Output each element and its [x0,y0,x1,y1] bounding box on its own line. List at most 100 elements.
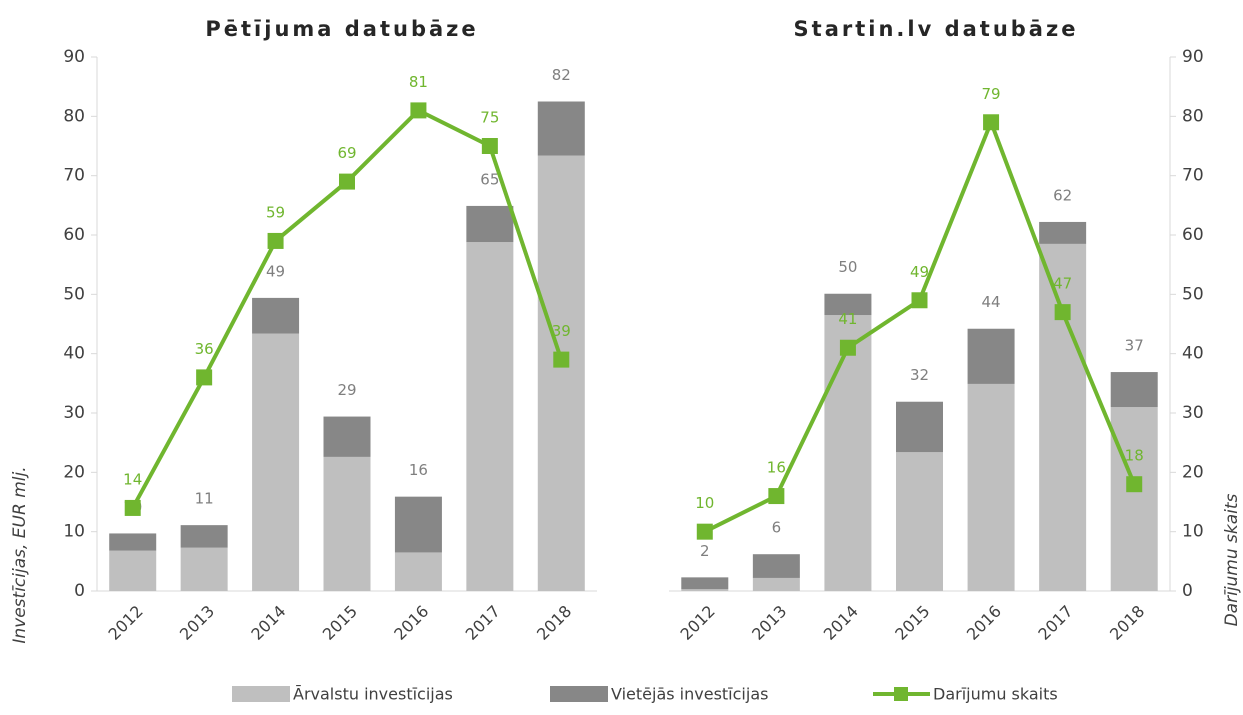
line-marker [983,114,1000,131]
total-label: 11 [195,490,214,508]
y-tick-label: 50 [1182,284,1204,304]
total-label: 2 [700,542,710,560]
bar-segment [824,293,872,316]
y-tick-label: 60 [1182,225,1204,245]
total-label: 49 [266,262,285,280]
total-label: 62 [1053,186,1072,204]
legend-swatch [550,686,608,702]
bar-segment [1110,372,1158,408]
y-tick-label: 50 [63,284,85,304]
bar-segment [824,315,872,591]
y-tick-label: 0 [74,581,85,601]
bar-segment [323,416,371,457]
line-marker [196,369,213,386]
bar-segment [394,552,442,591]
chart-title: Pētījuma datubāze [205,17,478,41]
line-value-label: 18 [1125,447,1144,465]
line-value-label: 49 [910,263,929,281]
line-marker [339,173,355,190]
bar-segment [323,456,371,591]
bar-segment [537,155,585,591]
bar-segment [967,328,1015,384]
x-tick-label: 2017 [462,602,504,644]
y-tick-label: 70 [1182,166,1204,186]
y-tick-label: 30 [1182,403,1204,423]
total-label: 6 [772,519,782,537]
x-tick-label: 2015 [891,602,933,644]
y-axis-label: Investīcijas, EUR mlj. [10,466,30,643]
legend-swatch [232,686,290,702]
bar-segment [466,242,514,591]
bar-segment [109,550,157,591]
x-tick-label: 2013 [748,602,790,644]
x-tick-label: 2018 [1106,602,1148,644]
line-value-label: 81 [409,73,428,91]
x-tick-label: 2016 [963,602,1005,644]
bar-segment [109,533,157,551]
total-label: 37 [1125,337,1144,355]
line-marker [267,232,284,249]
line-marker [696,523,713,540]
line-value-label: 39 [552,322,571,340]
x-tick-label: 2012 [677,602,719,644]
line-marker [410,102,427,119]
bar-segment [896,401,943,453]
y-tick-label: 10 [63,522,85,542]
x-tick-label: 2014 [820,602,862,644]
total-label: 16 [409,461,428,479]
line-value-label: 41 [838,310,857,328]
bar-segment [752,577,800,591]
legend-label: Darījumu skaits [933,685,1058,704]
line-marker [553,351,570,368]
x-tick-label: 2013 [176,602,218,644]
bar-segment [394,496,442,553]
bar-segment [1039,243,1087,591]
line-value-label: 75 [480,109,499,127]
bar-segment [681,577,729,590]
y-tick-label: 60 [63,225,85,245]
total-label: 44 [982,293,1001,311]
y-tick-label: 20 [63,462,85,482]
line-marker [1126,476,1143,493]
y-tick-label: 80 [63,106,85,126]
bar-segment [180,547,228,591]
line-marker [768,488,785,505]
line-value-label: 36 [195,340,214,358]
y-tick-label: 20 [1182,462,1204,482]
line-marker [1054,304,1071,321]
y-tick-label: 70 [63,166,85,186]
y-tick-label: 90 [63,47,85,67]
x-tick-label: 2018 [533,602,575,644]
bar-segment [896,452,943,591]
x-tick-label: 2017 [1034,602,1076,644]
line-marker [124,499,141,516]
line-value-label: 14 [123,470,142,488]
y-tick-label: 90 [1182,47,1204,67]
total-label: 82 [552,66,571,84]
x-tick-label: 2015 [319,602,361,644]
bar-segment [466,205,514,243]
y-tick-label: 40 [1182,344,1204,364]
line-value-label: 69 [337,144,356,162]
line-value-label: 47 [1053,275,1072,293]
bar-segment [252,333,300,591]
legend-label: Vietējās investīcijas [611,685,768,704]
line-marker [839,339,856,356]
line-value-label: 79 [982,85,1001,103]
bar-segment [1039,221,1087,244]
line-marker [481,138,498,154]
bar-segment [752,554,800,578]
y2-axis-label: Darījumu skaits [1222,493,1242,626]
total-label: 50 [838,258,857,276]
legend-label: Ārvalstu investīcijas [293,685,453,704]
y-tick-label: 40 [63,344,85,364]
y-tick-label: 10 [1182,522,1204,542]
legend-marker [894,687,908,701]
bar-segment [681,589,729,591]
line-value-label: 16 [767,459,786,477]
line-marker [911,292,928,309]
line-value-label: 59 [266,203,285,221]
bar-segment [1110,407,1158,591]
x-tick-label: 2016 [390,602,432,644]
